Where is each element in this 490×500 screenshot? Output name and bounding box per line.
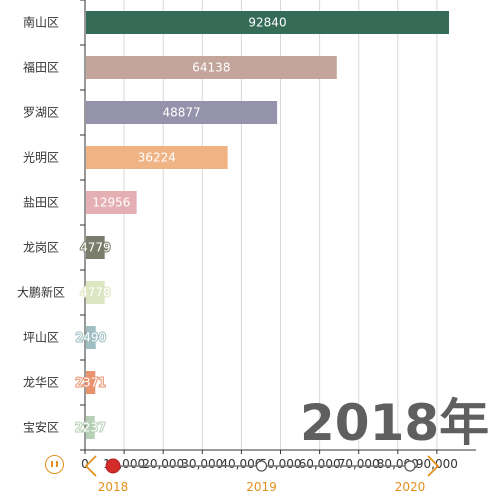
year-overlay-label: 2018年 <box>300 394 490 452</box>
timeline-year-label[interactable]: 2019 <box>246 480 277 494</box>
timeline-point[interactable] <box>255 460 268 472</box>
chevron-right-icon[interactable] <box>427 455 440 477</box>
timeline-year-label[interactable]: 2018 <box>98 480 129 494</box>
bar <box>86 191 137 214</box>
bar <box>86 371 96 394</box>
bar <box>86 11 450 34</box>
data-label: 4778 <box>80 286 111 300</box>
x-tick-label: 0 <box>81 457 89 471</box>
category-label: 坪山区 <box>23 331 59 345</box>
bar <box>86 236 105 259</box>
category-label: 龙岗区 <box>23 241 59 255</box>
bar <box>86 146 228 169</box>
data-label: 2490 <box>76 331 107 345</box>
category-label: 南山区 <box>23 15 59 30</box>
x-tick-label: 60,000 <box>299 457 341 471</box>
data-label: 2371 <box>75 376 106 390</box>
chevron-left-icon[interactable] <box>84 455 97 477</box>
bar <box>86 56 337 79</box>
timeline-year-label[interactable]: 2020 <box>395 480 426 494</box>
category-label: 龙华区 <box>23 376 59 390</box>
category-label: 福田区 <box>23 60 59 75</box>
data-label: 64138 <box>192 61 230 75</box>
x-tick-label: 20,000 <box>142 457 184 471</box>
pause-icon-bar <box>56 461 58 467</box>
bar <box>86 326 96 349</box>
timeline-current-point[interactable] <box>105 458 121 474</box>
x-tick-label: 50,000 <box>260 457 302 471</box>
pause-button[interactable] <box>45 455 64 474</box>
data-label: 2237 <box>75 421 106 435</box>
category-label: 盐田区 <box>23 196 59 210</box>
bar <box>86 416 95 439</box>
pause-icon <box>51 461 53 467</box>
category-label: 大鹏新区 <box>17 285 65 300</box>
category-label: 光明区 <box>23 151 59 165</box>
category-label: 罗湖区 <box>23 105 59 120</box>
x-tick-label: 70,000 <box>338 457 380 471</box>
bar <box>86 281 105 304</box>
bar <box>86 101 278 124</box>
data-label: 48877 <box>162 106 200 120</box>
data-label: 36224 <box>138 151 176 165</box>
data-label: 12956 <box>92 196 130 210</box>
x-tick-label: 40,000 <box>220 457 262 471</box>
data-label: 4779 <box>80 241 111 255</box>
timeline-point[interactable] <box>404 460 416 472</box>
data-label: 92840 <box>248 16 286 30</box>
category-label: 宝安区 <box>23 420 59 435</box>
x-tick-label: 30,000 <box>181 457 223 471</box>
